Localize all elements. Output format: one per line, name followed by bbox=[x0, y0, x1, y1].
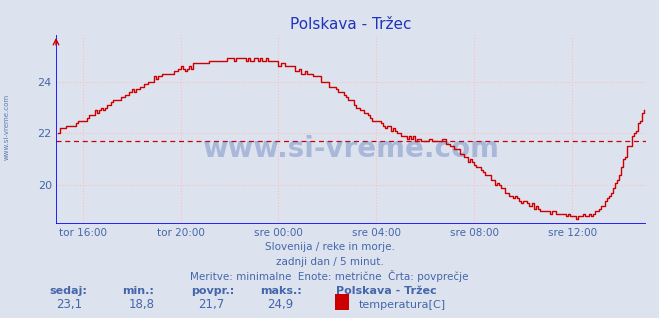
Title: Polskava - Tržec: Polskava - Tržec bbox=[290, 17, 412, 32]
Text: maks.:: maks.: bbox=[260, 286, 302, 296]
Text: Meritve: minimalne  Enote: metrične  Črta: povprečje: Meritve: minimalne Enote: metrične Črta:… bbox=[190, 270, 469, 282]
Text: sedaj:: sedaj: bbox=[49, 286, 87, 296]
Text: 21,7: 21,7 bbox=[198, 299, 224, 311]
Text: www.si-vreme.com: www.si-vreme.com bbox=[3, 94, 10, 160]
Text: 23,1: 23,1 bbox=[56, 299, 82, 311]
Text: temperatura[C]: temperatura[C] bbox=[359, 301, 446, 310]
Text: 18,8: 18,8 bbox=[129, 299, 154, 311]
Text: zadnji dan / 5 minut.: zadnji dan / 5 minut. bbox=[275, 257, 384, 267]
Text: 24,9: 24,9 bbox=[267, 299, 293, 311]
Text: povpr.:: povpr.: bbox=[191, 286, 235, 296]
Text: Slovenija / reke in morje.: Slovenija / reke in morje. bbox=[264, 242, 395, 252]
Text: min.:: min.: bbox=[122, 286, 154, 296]
Text: Polskava - Tržec: Polskava - Tržec bbox=[336, 286, 437, 296]
Text: www.si-vreme.com: www.si-vreme.com bbox=[202, 135, 500, 162]
